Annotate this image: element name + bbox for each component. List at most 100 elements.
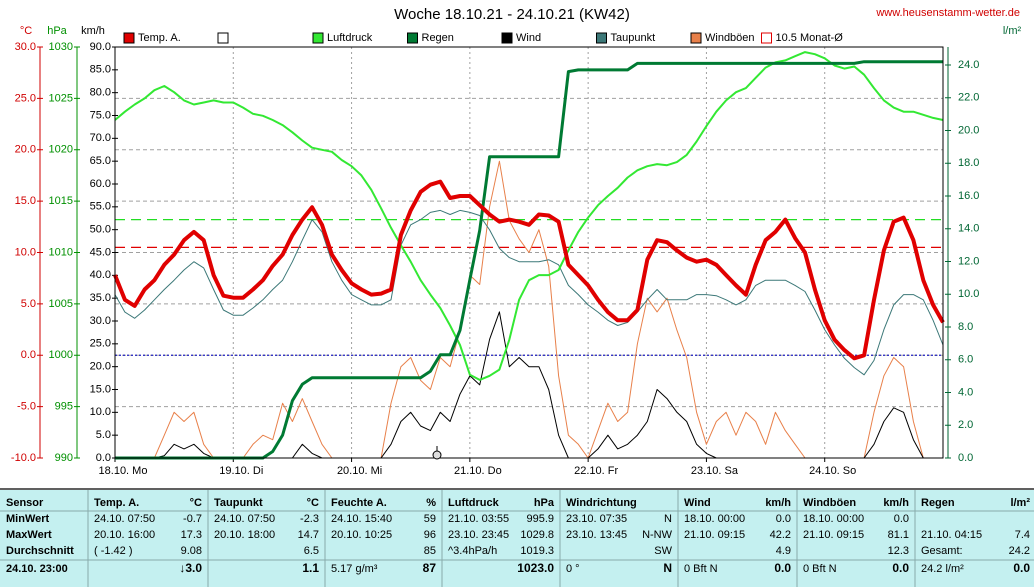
table-cell: ( -1.42 )	[94, 545, 133, 557]
table-background	[0, 489, 1034, 587]
table-cell: 24.10. 15:40	[331, 513, 392, 525]
series-line	[114, 51, 944, 381]
legend-swatch	[123, 32, 135, 44]
table-cell: MaxWert	[6, 529, 52, 541]
table-cell: Luftdruck	[448, 497, 500, 509]
table-cell: 0.0	[1013, 561, 1030, 575]
legend-label: Wind	[516, 32, 541, 44]
legend-swatch	[690, 32, 702, 44]
table-cell: 81.1	[888, 529, 909, 541]
table-cell: Sensor	[6, 497, 44, 509]
table-cell: N	[663, 561, 672, 575]
table-cell: 96	[424, 529, 436, 541]
y-tick-label: 1000	[49, 349, 73, 361]
plot-frame	[114, 46, 944, 459]
y-tick-label: 10.0	[90, 406, 111, 418]
y-tick-label: 0.0	[96, 452, 111, 464]
y-tick-label: 1025	[49, 92, 73, 104]
y-tick-label: 8.0	[958, 321, 973, 333]
y-tick-label: 30.0	[90, 315, 111, 327]
table-cell: 20.10. 18:00	[214, 529, 275, 541]
y-tick-label: 35.0	[90, 292, 111, 304]
y-tick-label: 2.0	[958, 419, 973, 431]
table-cell: 42.2	[770, 529, 791, 541]
table-cell: ↓3.0	[179, 561, 202, 575]
y-tick-label: 30.0	[15, 41, 36, 53]
y-tick-label: 1020	[49, 144, 73, 156]
table-cell: 18.10. 00:00	[684, 513, 745, 525]
y-tick-label: 10.0	[958, 288, 979, 300]
y-tick-label: 50.0	[90, 224, 111, 236]
table-cell: Windrichtung	[566, 497, 637, 509]
y-tick-label: 1010	[49, 246, 73, 258]
legend-label: Taupunkt	[611, 32, 656, 44]
table-cell: 23.10. 13:45	[566, 529, 627, 541]
y-tick-label: 22.0	[958, 92, 979, 104]
table-cell: Wind	[684, 497, 711, 509]
table-cell: ^3.4hPa/h	[448, 545, 497, 557]
table-cell: Feuchte A.	[331, 497, 387, 509]
table-cell: N	[664, 513, 672, 525]
y-tick-label: -10.0	[11, 452, 36, 464]
y-tick-label: 85.0	[90, 64, 111, 76]
table-cell: l/m²	[1010, 497, 1030, 509]
legend-swatch	[312, 32, 324, 44]
table-cell: 87	[423, 561, 437, 575]
x-tick-label: 21.10. Do	[454, 465, 502, 477]
table-cell: 24.2 l/m²	[921, 563, 964, 575]
table-cell: 24.10. 07:50	[94, 513, 155, 525]
legend-label: Windböen	[705, 32, 755, 44]
y-tick-label: 5.0	[96, 429, 111, 441]
y-tick-label: 6.0	[958, 354, 973, 366]
y-tick-label: 18.0	[958, 157, 979, 169]
y-tick-label: -5.0	[17, 401, 36, 413]
table-cell: 23.10. 23:45	[448, 529, 509, 541]
table-cell: 0.0	[892, 561, 909, 575]
x-tick-label: 22.10. Fr	[574, 465, 618, 477]
legend-swatch	[407, 32, 418, 44]
table-cell: 12.3	[888, 545, 909, 557]
y-tick-label: 25.0	[90, 338, 111, 350]
y-tick-label: 20.0	[958, 124, 979, 136]
y-tick-label: 65.0	[90, 155, 111, 167]
y-tick-label: 60.0	[90, 178, 111, 190]
table-cell: 21.10. 09:15	[803, 529, 864, 541]
table-cell: 20.10. 10:25	[331, 529, 392, 541]
table-cell: 0 °	[566, 563, 580, 575]
y-tick-label: 990	[55, 452, 73, 464]
table-cell: Taupunkt	[214, 497, 263, 509]
legend-swatch	[761, 32, 772, 44]
table-cell: 0 Bft N	[684, 563, 718, 575]
x-tick-label: 20.10. Mi	[337, 465, 382, 477]
y-tick-label: 16.0	[958, 190, 979, 202]
table-cell: %	[426, 497, 436, 509]
table-cell: 21.10. 04:15	[921, 529, 982, 541]
table-cell: km/h	[883, 497, 909, 509]
y-tick-label: 12.0	[958, 255, 979, 267]
y-tick-label: 14.0	[958, 223, 979, 235]
series-line	[114, 209, 944, 376]
table-cell: 17.3	[181, 529, 202, 541]
table-cell: 85	[424, 545, 436, 557]
table-cell: Gesamt:	[921, 545, 963, 557]
table-cell: N-NW	[642, 529, 673, 541]
legend-label: Luftdruck	[327, 32, 373, 44]
y-tick-label: 20.0	[90, 361, 111, 373]
table-cell: 24.10. 07:50	[214, 513, 275, 525]
table-cell: 0 Bft N	[803, 563, 837, 575]
table-cell: Durchschnitt	[6, 545, 74, 557]
x-tick-label: 24.10. So	[809, 465, 856, 477]
y-tick-label: 20.0	[15, 144, 36, 156]
legend-label: 10.5 Monat-Ø	[776, 32, 844, 44]
y-tick-label: 24.0	[958, 59, 979, 71]
y-tick-label: 1015	[49, 195, 73, 207]
table-cell: km/h	[765, 497, 791, 509]
legend-swatch	[501, 32, 513, 44]
table-cell: 7.4	[1015, 529, 1030, 541]
table-cell: 0.0	[894, 513, 909, 525]
series-line	[113, 179, 945, 361]
legend-swatch	[596, 32, 607, 44]
legend-swatch	[217, 32, 229, 44]
table-cell: 995.9	[526, 513, 554, 525]
